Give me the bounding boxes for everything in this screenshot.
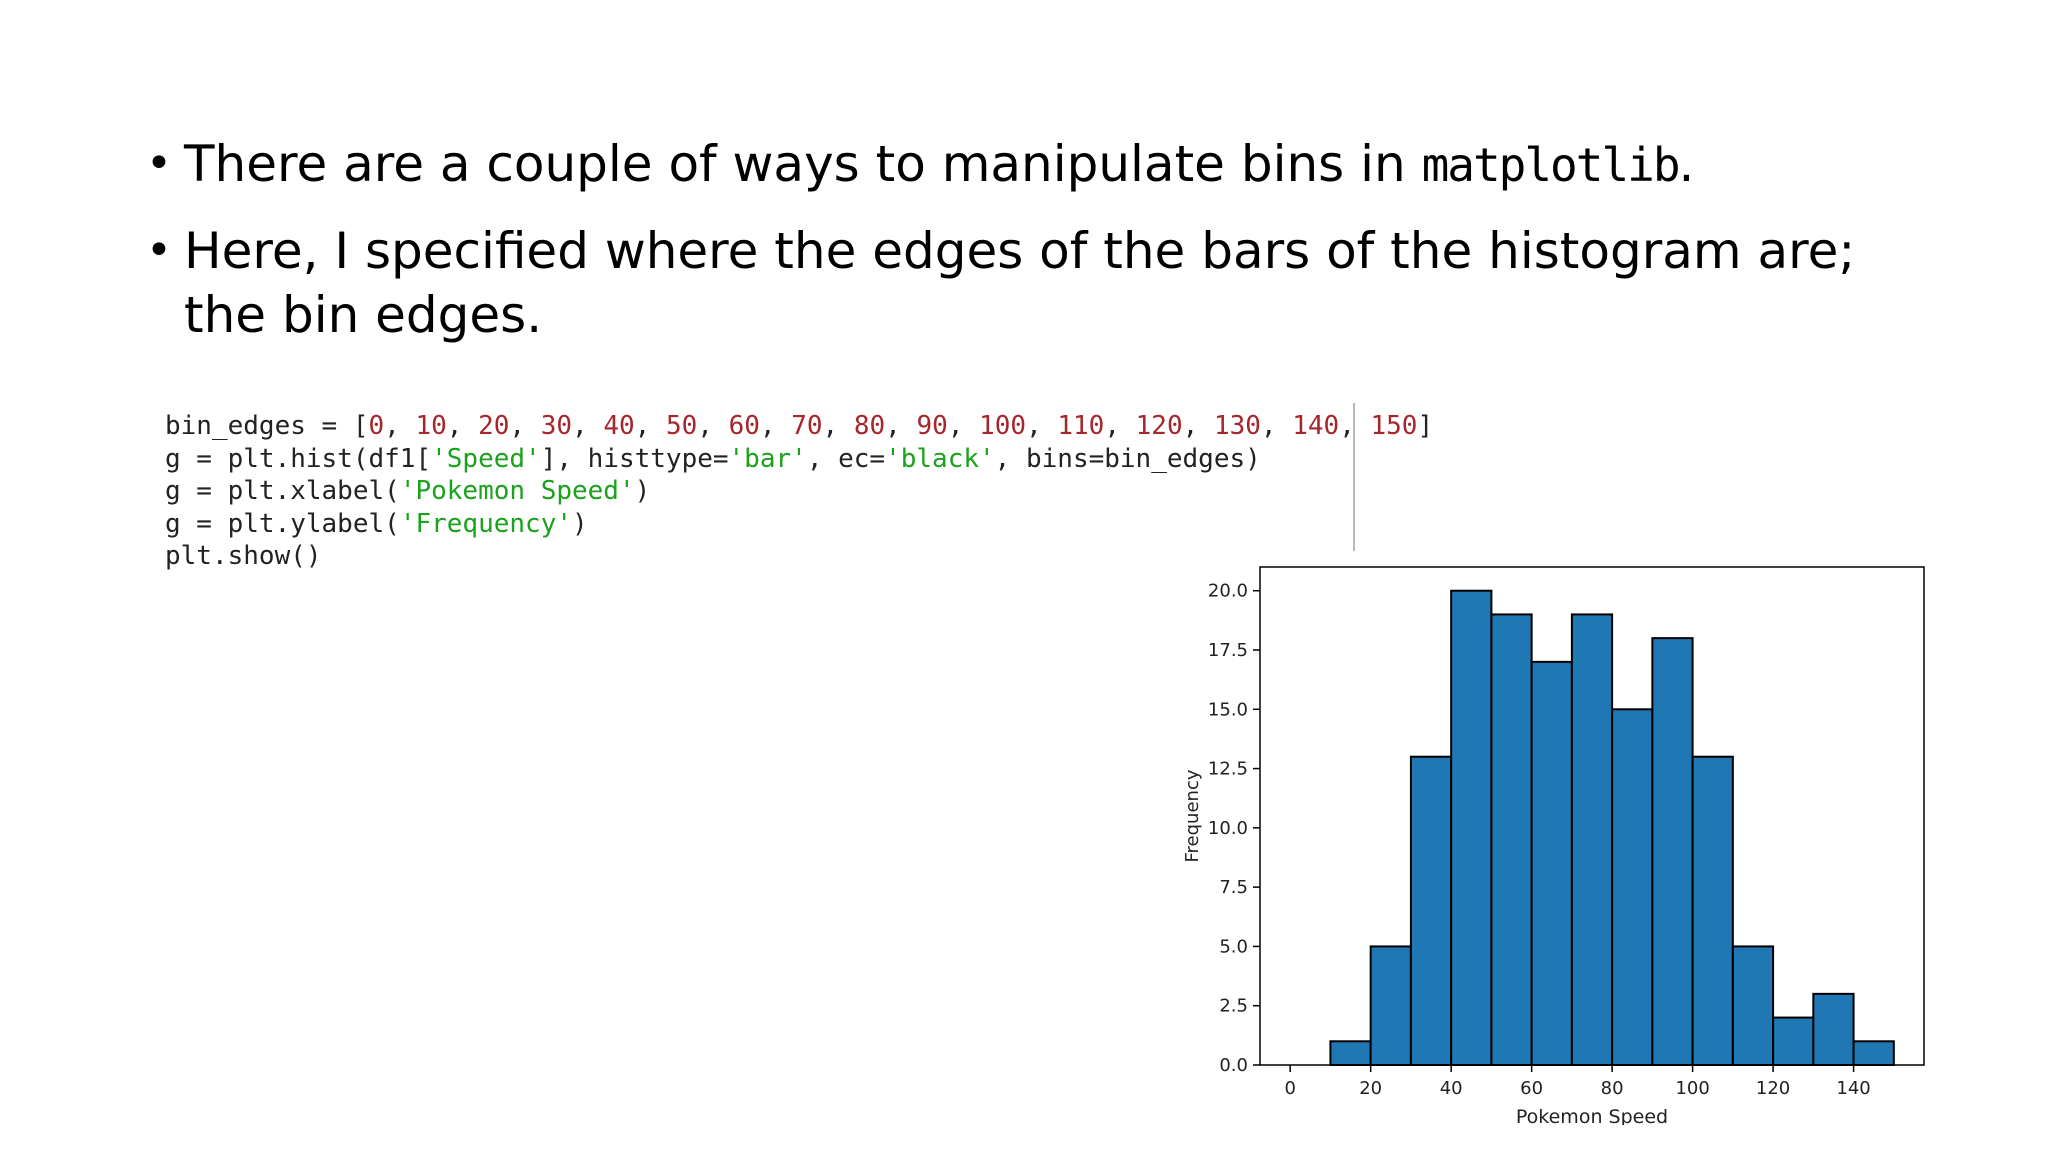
y-tick-label: 12.5 <box>1208 759 1248 780</box>
histogram-bar <box>1611 708 1654 1067</box>
code-number: 150 <box>1370 411 1418 441</box>
code-number: 130 <box>1213 411 1261 441</box>
histogram-bar <box>1852 1040 1895 1066</box>
code-line: plt.show() <box>165 541 322 571</box>
y-tick-label: 7.5 <box>1219 877 1248 898</box>
x-tick-label: 100 <box>1675 1078 1709 1099</box>
text-cursor-line <box>1353 403 1355 551</box>
histogram-bar <box>1329 1040 1372 1066</box>
y-axis-label: Frequency <box>1182 769 1203 862</box>
histogram-bar <box>1450 589 1493 1066</box>
code-string: 'black' <box>885 443 995 474</box>
histogram-bar <box>1369 945 1412 1066</box>
histogram-bar <box>1570 613 1614 1067</box>
code-number: 120 <box>1135 411 1183 441</box>
histogram-bar <box>1772 1016 1815 1067</box>
code-number: 110 <box>1057 411 1105 441</box>
x-tick-label: 80 <box>1601 1078 1624 1099</box>
y-tick-label: 20.0 <box>1208 581 1248 602</box>
bullet-dot: • <box>146 138 172 189</box>
code-line: g = plt.ylabel('Frequency') <box>165 508 588 539</box>
code-number: 80 <box>853 411 886 441</box>
histogram-bar <box>1812 992 1855 1067</box>
code-number: 10 <box>415 411 447 441</box>
x-tick-label: 20 <box>1359 1078 1382 1099</box>
histogram-bar <box>1651 637 1694 1067</box>
code-number: 50 <box>665 411 698 441</box>
x-axis-label: Pokemon Speed <box>1516 1106 1668 1125</box>
code-string: 'Frequency' <box>399 508 572 539</box>
code-line: g = plt.hist(df1['Speed'], histtype='bar… <box>165 443 1261 474</box>
histogram-bar <box>1490 613 1533 1067</box>
plot-frame <box>1259 566 1925 1066</box>
histogram-bar <box>1691 755 1734 1066</box>
code-block: bin_edges = [0, 10, 20, 30, 40, 50, 60, … <box>165 410 1433 573</box>
histogram-bar <box>1731 945 1775 1066</box>
code-number: 20 <box>478 411 510 441</box>
y-tick-label: 15.0 <box>1208 699 1248 720</box>
code-line: g = plt.xlabel('Pokemon Speed') <box>165 476 651 506</box>
code-number: 140 <box>1292 411 1340 441</box>
code-number: 100 <box>979 411 1027 441</box>
x-tick-label: 0 <box>1284 1078 1295 1099</box>
code-number: 70 <box>791 411 823 441</box>
y-tick-label: 0.0 <box>1219 1055 1248 1076</box>
bullet-text-end: . <box>1678 135 1695 193</box>
code-number: 30 <box>540 411 573 441</box>
code-number: 60 <box>728 411 760 441</box>
bullet-item: • There are a couple of ways to manipula… <box>146 132 1948 197</box>
x-tick-label: 60 <box>1520 1078 1543 1099</box>
bullet-list: • There are a couple of ways to manipula… <box>146 132 1948 369</box>
y-tick-label: 2.5 <box>1219 996 1248 1017</box>
y-tick-label: 10.0 <box>1208 818 1248 839</box>
y-tick-label: 5.0 <box>1219 936 1248 957</box>
code-line: bin_edges = [0, 10, 20, 30, 40, 50, 60, … <box>165 411 1434 441</box>
code-string: 'bar' <box>728 443 807 474</box>
bullet-item: • Here, I specified where the edges of t… <box>146 219 1948 347</box>
histogram-chart: 0 20 40 60 80 100 120 140 0.0 2.5 5.0 7.5 10.0 12.5 15… <box>1182 566 1925 1125</box>
x-tick-label: 40 <box>1440 1078 1463 1099</box>
histogram-bar <box>1409 755 1453 1066</box>
code-number: 90 <box>916 411 948 441</box>
x-tick-label: 120 <box>1756 1078 1790 1099</box>
bullet-text: There are a couple of ways to manipulate… <box>184 135 1422 193</box>
code-string: 'Speed' <box>431 443 541 474</box>
code-number: 40 <box>603 411 635 441</box>
y-tick-label: 17.5 <box>1208 640 1248 661</box>
histogram-bar <box>1530 660 1573 1066</box>
code-string: 'Pokemon Speed' <box>399 476 635 506</box>
x-tick-label: 140 <box>1836 1078 1870 1099</box>
bullet-text: Here, I specified where the edges of the… <box>184 222 1856 344</box>
bullet-dot: • <box>146 225 172 276</box>
code-number: 0 <box>368 411 385 441</box>
bullet-code-word: matplotlib <box>1421 138 1681 192</box>
